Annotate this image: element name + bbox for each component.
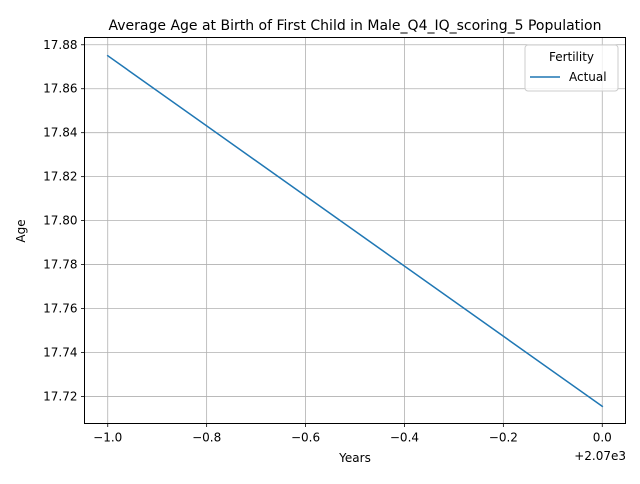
x-tick-label: −0.4 [390,431,419,445]
legend: Fertility Actual [524,44,619,92]
y-tick-label: 17.88 [43,38,77,52]
y-tick-label: 17.78 [43,258,77,272]
y-tick-label: 17.76 [43,302,77,316]
ticks-layer: −1.0 −0.8 −0.6 −0.4 −0.2 0.0 17.72 17.74 17.76 17… [43,38,612,445]
x-tick-label: −1.0 [93,431,122,445]
chart-title: Average Age at Birth of First Child in M… [109,18,602,34]
y-tick-label: 17.80 [43,214,77,228]
x-axis-label: Years [338,451,371,465]
y-tick-label: 17.86 [43,82,77,96]
y-tick-label: 17.72 [43,389,77,403]
legend-label-actual: Actual [569,70,607,84]
y-tick-label: 17.74 [43,345,77,359]
plot-frame [84,37,626,424]
x-tick-label: −0.2 [489,431,518,445]
x-axis-offset-label: +2.07e3 [574,449,626,463]
y-tick-label: 17.84 [43,126,77,140]
x-tick-label: −0.6 [291,431,320,445]
series-layer [106,54,604,408]
series-line-actual [106,54,604,408]
legend-box [524,44,619,92]
x-tick-label: −0.8 [192,431,221,445]
y-tick-label: 17.82 [43,170,77,184]
legend-title: Fertility [549,50,594,64]
y-axis-label: Age [14,219,28,242]
x-tick-label: 0.0 [593,431,612,445]
